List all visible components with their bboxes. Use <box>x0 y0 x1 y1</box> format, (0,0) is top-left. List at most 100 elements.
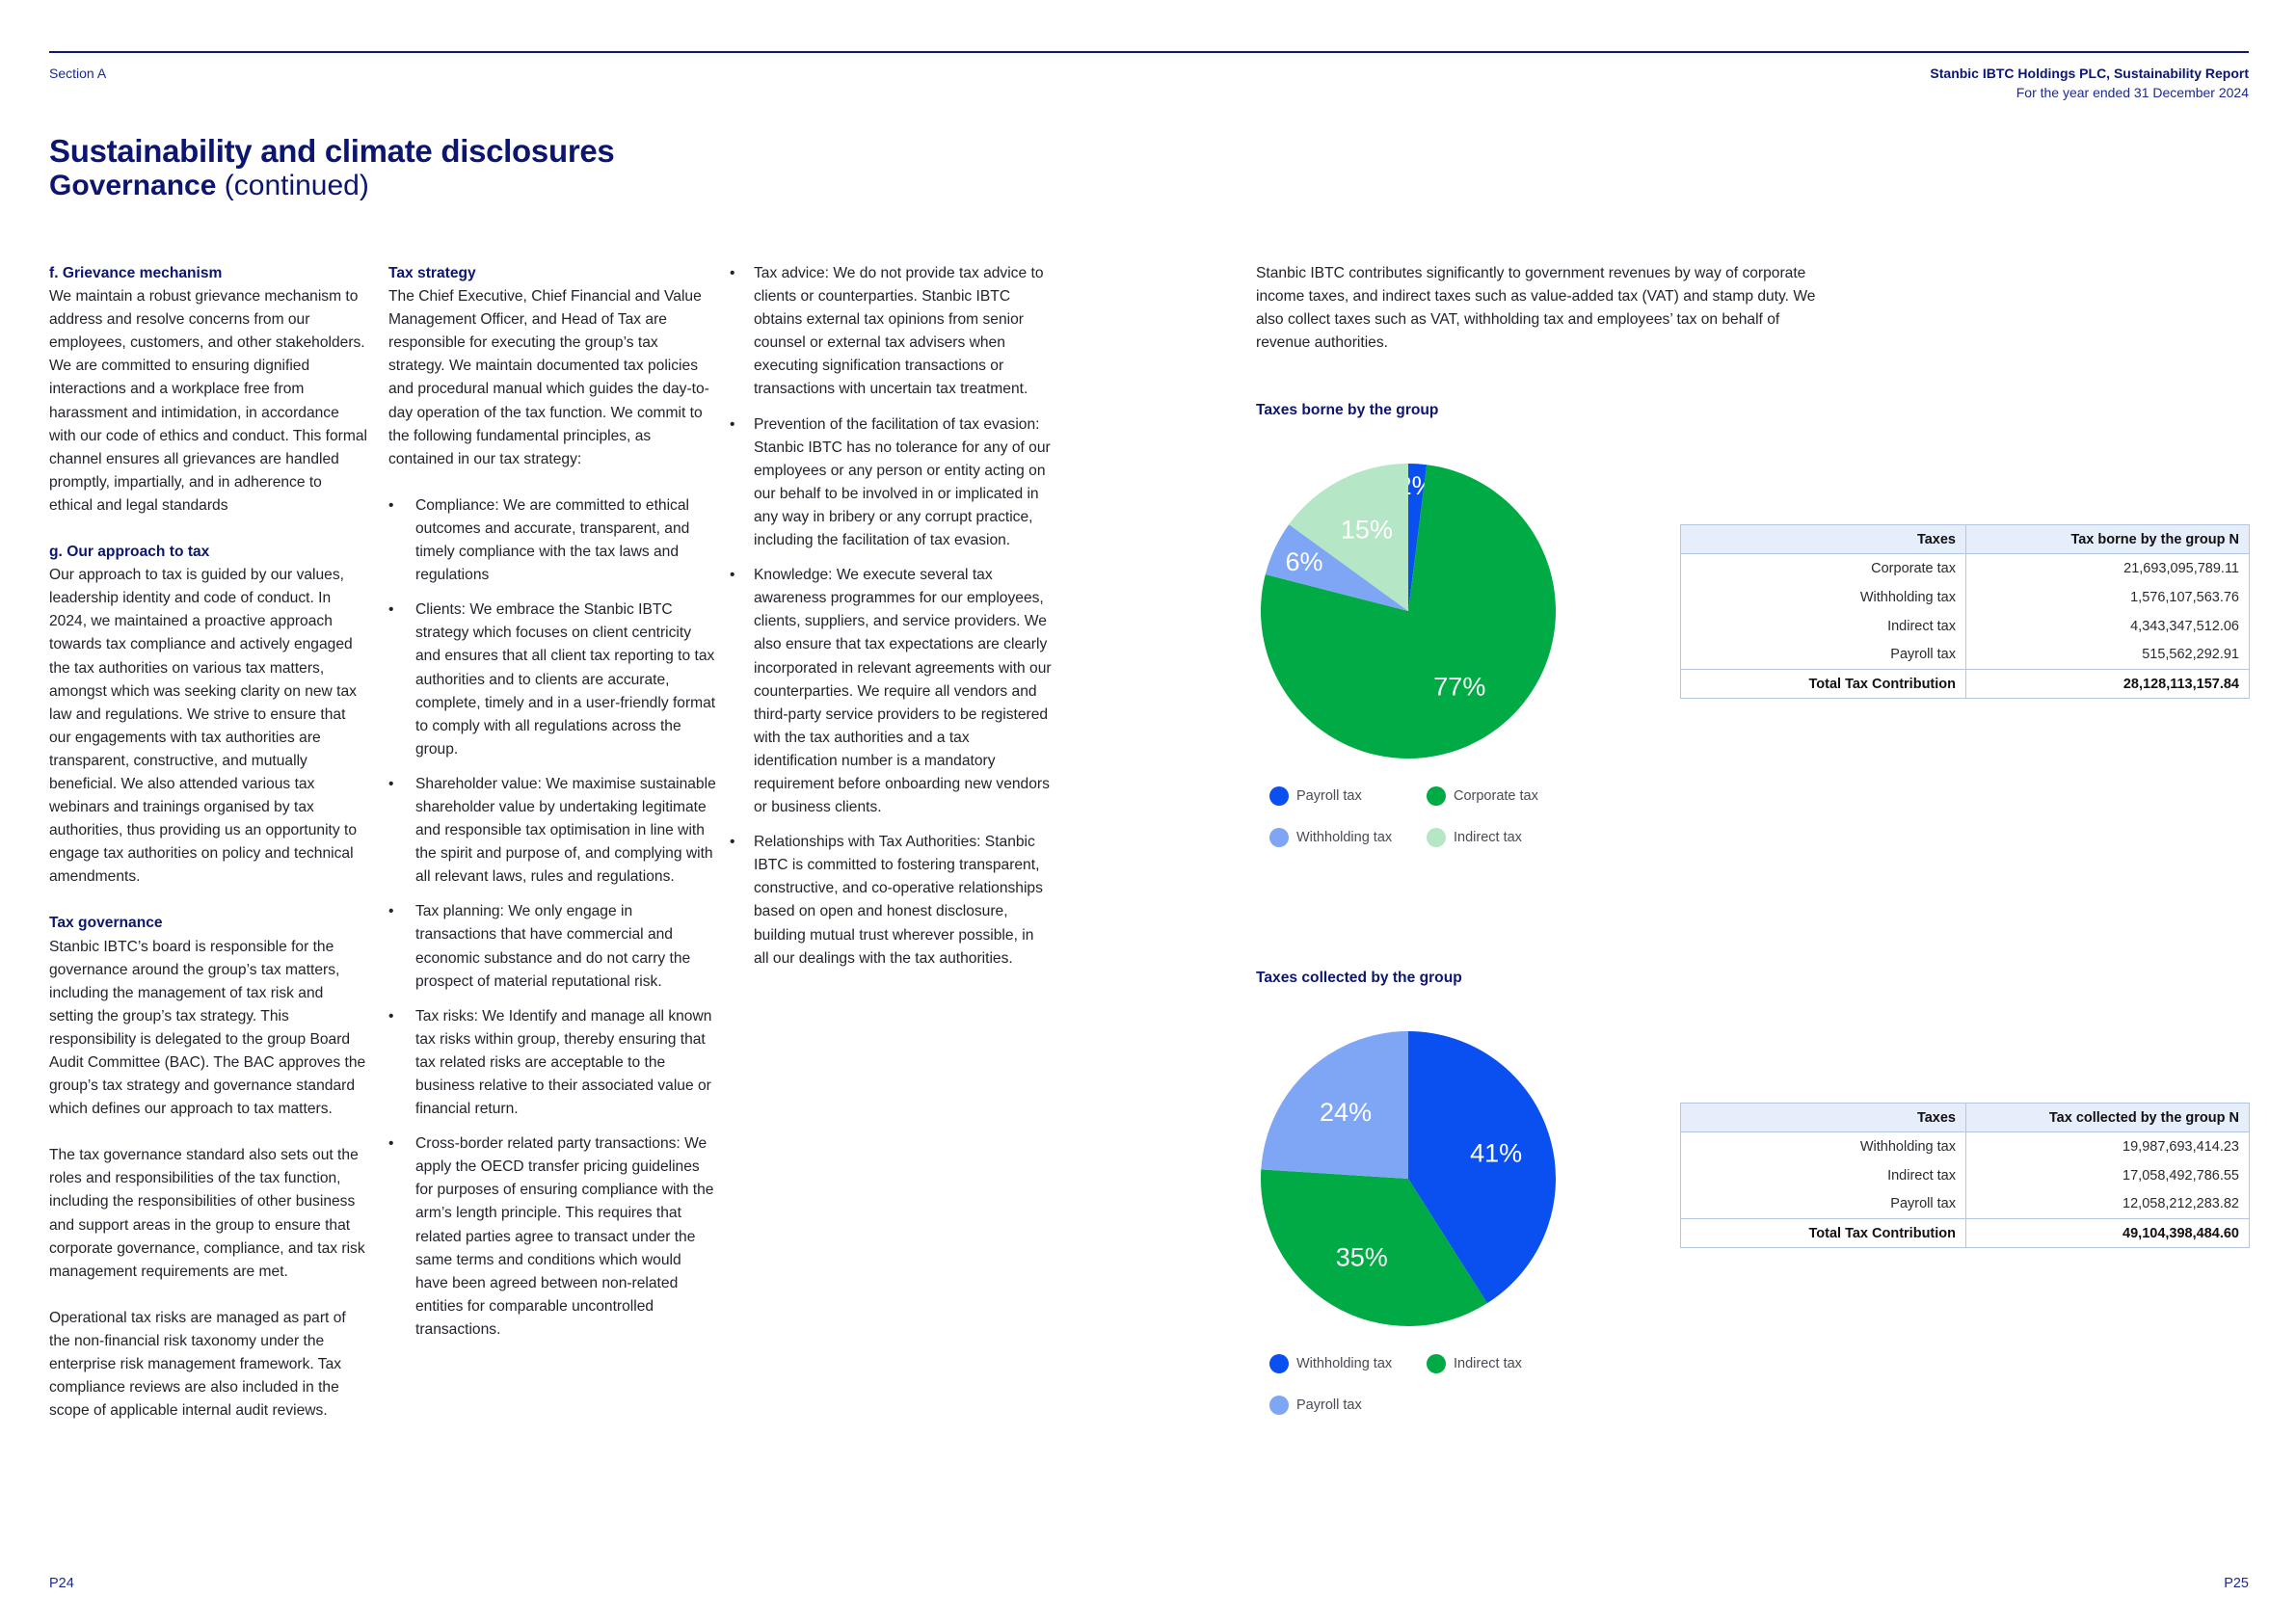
table-cell: 28,128,113,157.84 <box>1965 669 2250 699</box>
chart-2-title: Taxes collected by the group <box>1256 970 1462 986</box>
page-number-right: P25 <box>2224 1576 2249 1591</box>
principles-bullets: Tax advice: We do not provide tax advice… <box>730 262 1053 971</box>
table-cell: 515,562,292.91 <box>1965 640 2250 670</box>
table-row: Indirect tax 17,058,492,786.55 <box>1680 1160 2250 1190</box>
legend-label: Withholding tax <box>1296 1356 1393 1371</box>
governance-text-1: Stanbic IBTC’s board is responsible for … <box>49 938 366 1118</box>
table-header: Tax collected by the group N <box>1965 1103 2250 1132</box>
table-row: Corporate tax 21,693,095,789.11 <box>1680 553 2250 583</box>
report-title: Stanbic IBTC Holdings PLC, Sustainabilit… <box>1930 66 2249 81</box>
pie-slice-label: 77% <box>1433 672 1485 701</box>
strategy-text: The Chief Executive, Chief Financial and… <box>388 288 709 467</box>
list-item: Cross-border related party transactions:… <box>388 1132 716 1342</box>
grievance-heading: f. Grievance mechanism <box>49 265 223 281</box>
list-item: Tax advice: We do not provide tax advice… <box>730 262 1053 402</box>
pie-slice-label: 24% <box>1320 1098 1372 1127</box>
list-item: Clients: We embrace the Stanbic IBTC str… <box>388 599 716 761</box>
column-2: Tax strategy The Chief Executive, Chief … <box>388 262 716 1353</box>
strategy-heading: Tax strategy <box>388 265 476 281</box>
table-row: Payroll tax 515,562,292.91 <box>1680 640 2250 670</box>
legend-swatch <box>1269 1354 1289 1373</box>
legend-swatch <box>1427 1354 1446 1373</box>
table-row: Withholding tax 1,576,107,563.76 <box>1680 582 2250 612</box>
page-subtitle: Governance (continued) <box>49 170 369 202</box>
intro-text: Stanbic IBTC contributes significantly t… <box>1256 265 1816 352</box>
legend-item: Indirect tax <box>1427 828 1522 847</box>
table-cell: Indirect tax <box>1680 611 1966 641</box>
taxes-collected-legend: Withholding tax Indirect tax Payroll tax <box>1269 1354 1578 1422</box>
table-cell: Withholding tax <box>1680 582 1966 612</box>
table-cell: Payroll tax <box>1680 1189 1966 1219</box>
pie-slice-payroll-tax <box>1261 1031 1408 1179</box>
table-row: Withholding tax 19,987,693,414.23 <box>1680 1131 2250 1161</box>
approach-heading: g. Our approach to tax <box>49 544 210 561</box>
table-cell: Total Tax Contribution <box>1680 1218 1966 1248</box>
pie-slice-label: 6% <box>1286 547 1323 576</box>
pie-slice-withholding-tax <box>1408 1031 1556 1304</box>
legend-swatch <box>1269 1396 1289 1415</box>
table-cell: 12,058,212,283.82 <box>1965 1189 2250 1219</box>
chart-1-title: Taxes borne by the group <box>1256 402 1439 418</box>
table-cell: 17,058,492,786.55 <box>1965 1160 2250 1190</box>
table-cell: Withholding tax <box>1680 1131 1966 1161</box>
table-row: Payroll tax 12,058,212,283.82 <box>1680 1189 2250 1219</box>
table-header: Tax borne by the group N <box>1965 524 2250 554</box>
governance-heading: Tax governance <box>49 915 163 932</box>
legend-label: Indirect tax <box>1454 1356 1522 1371</box>
legend-swatch <box>1269 786 1289 806</box>
strategy-bullets: Compliance: We are committed to ethical … <box>388 494 716 1342</box>
legend-label: Payroll tax <box>1296 788 1362 804</box>
legend-item: Payroll tax <box>1269 1396 1362 1415</box>
list-item: Tax planning: We only engage in transact… <box>388 900 716 993</box>
pie-slice-withholding-tax <box>1265 524 1408 611</box>
table-cell: 4,343,347,512.06 <box>1965 611 2250 641</box>
taxes-collected-pie-chart: 41% 35% 24% <box>1261 1031 1556 1326</box>
table-header: Taxes <box>1680 1103 1966 1132</box>
pie-slice-indirect-tax <box>1289 464 1408 611</box>
page-number-left: P24 <box>49 1576 74 1591</box>
header-rule <box>49 51 2249 53</box>
table-total-row: Total Tax Contribution 28,128,113,157.84 <box>1680 669 2250 699</box>
pie-slice-payroll-tax <box>1408 464 1428 611</box>
table-cell: Payroll tax <box>1680 640 1966 670</box>
legend-label: Corporate tax <box>1454 788 1538 804</box>
governance-text-3: Operational tax risks are managed as par… <box>49 1309 346 1420</box>
list-item: Compliance: We are committed to ethical … <box>388 494 716 587</box>
table-cell: 19,987,693,414.23 <box>1965 1131 2250 1161</box>
governance-text-2: The tax governance standard also sets ou… <box>49 1147 365 1280</box>
list-item: Shareholder value: We maximise sustainab… <box>388 773 716 889</box>
pie-slice-corporate-tax <box>1261 465 1556 758</box>
column-3: Tax advice: We do not provide tax advice… <box>730 262 1053 982</box>
legend-item: Payroll tax <box>1269 786 1362 806</box>
taxes-collected-table: Taxes Tax collected by the group N Withh… <box>1680 1103 2250 1248</box>
list-item: Knowledge: We execute several tax awaren… <box>730 564 1053 819</box>
legend-item: Corporate tax <box>1427 786 1538 806</box>
legend-item: Indirect tax <box>1427 1354 1522 1373</box>
legend-item: Withholding tax <box>1269 1354 1392 1373</box>
table-cell: Total Tax Contribution <box>1680 669 1966 699</box>
pie-slice-label: 15% <box>1341 515 1393 544</box>
grievance-text: We maintain a robust grievance mechanism… <box>49 288 367 514</box>
list-item: Prevention of the facilitation of tax ev… <box>730 413 1053 553</box>
list-item: Tax risks: We Identify and manage all kn… <box>388 1005 716 1121</box>
list-item: Relationships with Tax Authorities: Stan… <box>730 831 1053 971</box>
legend-label: Indirect tax <box>1454 830 1522 845</box>
report-period: For the year ended 31 December 2024 <box>2016 85 2249 100</box>
taxes-borne-legend: Payroll tax Corporate tax Withholding tax I… <box>1269 786 1578 854</box>
legend-swatch <box>1269 828 1289 847</box>
legend-swatch <box>1427 786 1446 806</box>
column-1: f. Grievance mechanism We maintain a rob… <box>49 262 367 1423</box>
pie-slice-label: 41% <box>1470 1139 1522 1168</box>
legend-label: Withholding tax <box>1296 830 1393 845</box>
table-cell: Indirect tax <box>1680 1160 1966 1190</box>
legend-label: Payroll tax <box>1296 1397 1362 1413</box>
table-cell: Corporate tax <box>1680 553 1966 583</box>
table-cell: 21,693,095,789.11 <box>1965 553 2250 583</box>
legend-swatch <box>1427 828 1446 847</box>
subtitle-bold: Governance <box>49 170 217 201</box>
approach-text: Our approach to tax is guided by our val… <box>49 567 358 886</box>
legend-item: Withholding tax <box>1269 828 1392 847</box>
table-header: Taxes <box>1680 524 1966 554</box>
taxes-borne-table: Taxes Tax borne by the group N Corporate… <box>1680 524 2250 699</box>
page-title: Sustainability and climate disclosures <box>49 133 615 169</box>
